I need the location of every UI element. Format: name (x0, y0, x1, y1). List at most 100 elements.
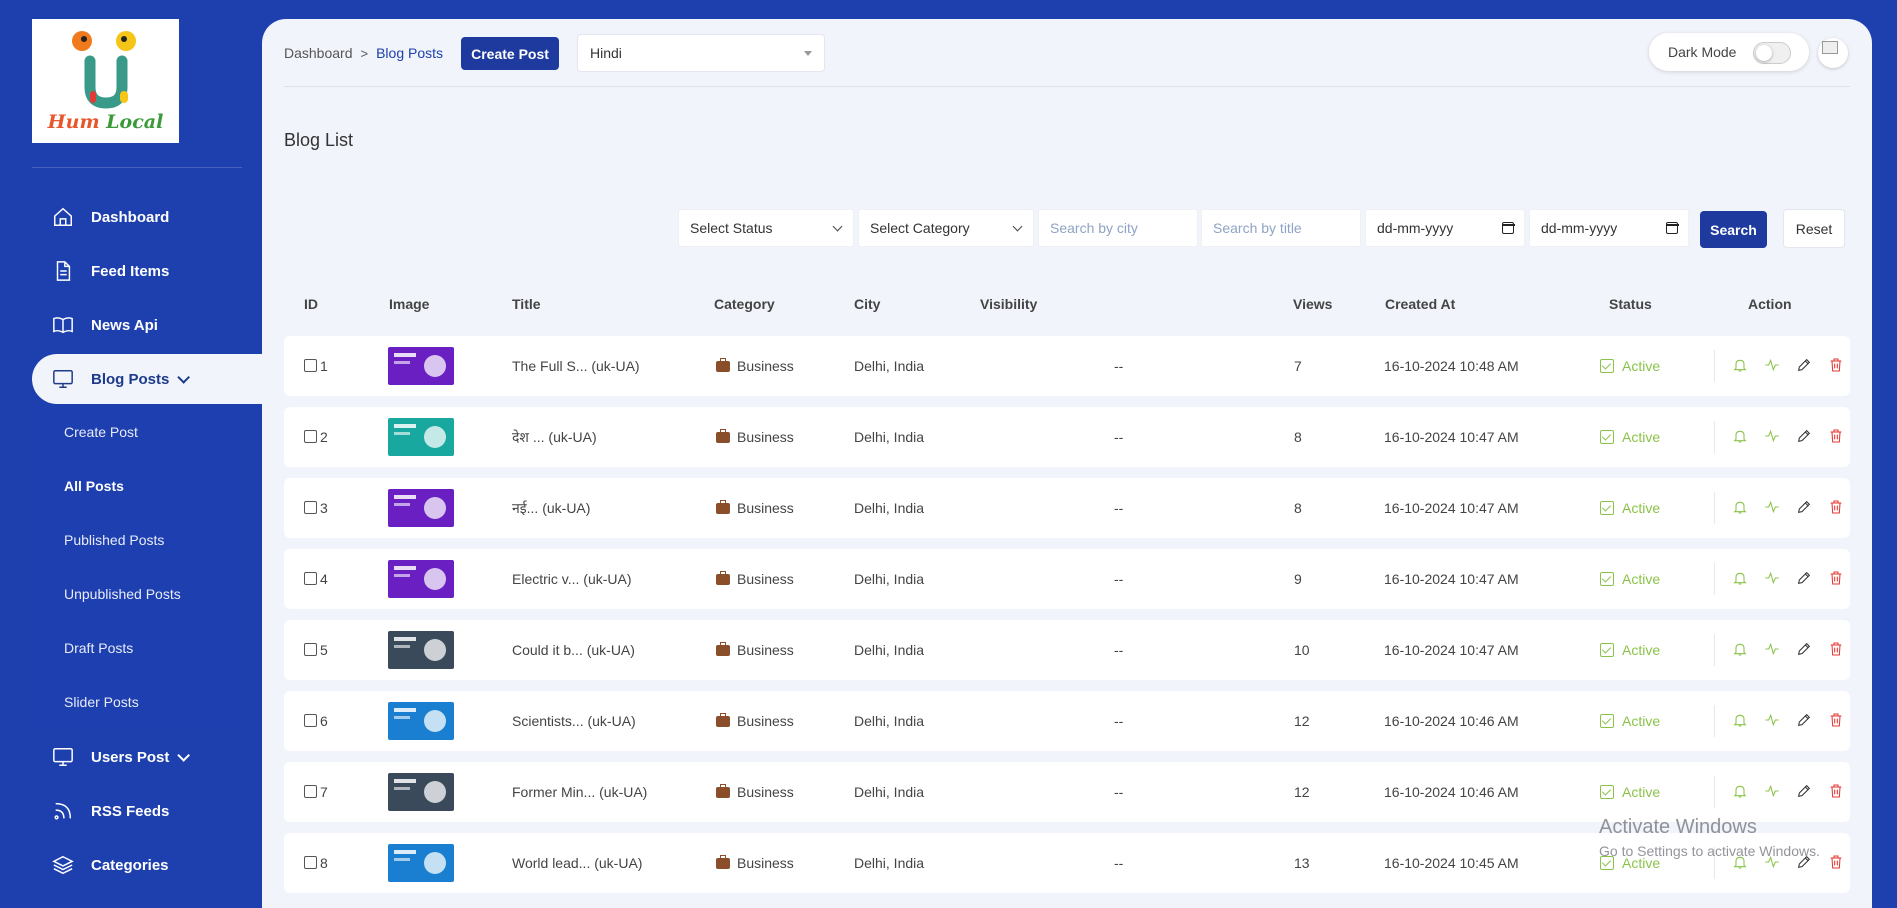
action-divider (1714, 563, 1715, 595)
calendar-icon[interactable] (1501, 222, 1515, 234)
column-header-title: Title (512, 296, 541, 312)
toggle-knob (1756, 45, 1772, 61)
check-square-icon (1600, 359, 1614, 373)
status-select[interactable]: Select Status (678, 209, 854, 247)
sidebar-item-label: Users Post (91, 748, 170, 766)
city-search-placeholder: Search by city (1050, 220, 1138, 236)
bell-icon[interactable] (1732, 712, 1750, 730)
city-search-input[interactable]: Search by city (1038, 209, 1198, 247)
activity-icon[interactable] (1764, 641, 1782, 659)
bell-icon[interactable] (1732, 357, 1750, 375)
post-city: Delhi, India (854, 713, 925, 729)
sidebar-item-news-api[interactable]: News Api (32, 300, 262, 350)
trash-icon[interactable] (1828, 428, 1846, 446)
edit-icon[interactable] (1796, 428, 1814, 446)
action-divider (1714, 705, 1715, 737)
bell-icon[interactable] (1732, 783, 1750, 801)
row-checkbox[interactable] (304, 855, 317, 869)
edit-icon[interactable] (1796, 499, 1814, 517)
post-city: Delhi, India (854, 358, 925, 374)
bell-icon[interactable] (1732, 499, 1750, 517)
submenu-published-posts[interactable]: Published Posts (64, 532, 165, 548)
breadcrumb-dashboard[interactable]: Dashboard (284, 45, 353, 61)
post-visibility: -- (1114, 713, 1124, 729)
status-badge[interactable]: Active (1600, 620, 1660, 680)
edit-icon[interactable] (1796, 783, 1814, 801)
status-badge[interactable]: Active (1600, 549, 1660, 609)
bell-icon[interactable] (1732, 428, 1750, 446)
row-checkbox[interactable] (304, 784, 317, 798)
trash-icon[interactable] (1828, 499, 1846, 517)
category-select[interactable]: Select Category (858, 209, 1034, 247)
post-visibility: -- (1114, 571, 1124, 587)
activity-icon[interactable] (1764, 854, 1782, 872)
monitor-icon (51, 745, 75, 769)
post-title: देश ... (uk-UA) (512, 428, 597, 445)
sidebar-item-categories[interactable]: Categories (32, 840, 262, 890)
status-badge[interactable]: Active (1600, 478, 1660, 538)
status-label: Active (1622, 571, 1661, 587)
status-badge[interactable]: Active (1600, 691, 1660, 751)
trash-icon[interactable] (1828, 570, 1846, 588)
chevron-down-icon (1012, 221, 1023, 232)
post-title: नई... (uk-UA) (512, 499, 591, 516)
date-from-input[interactable]: dd-mm-yyyy (1365, 209, 1525, 247)
search-button[interactable]: Search (1700, 211, 1767, 248)
row-checkbox[interactable] (304, 713, 317, 727)
activity-icon[interactable] (1764, 499, 1782, 517)
submenu-unpublished-posts[interactable]: Unpublished Posts (64, 586, 181, 602)
status-badge[interactable]: Active (1600, 407, 1660, 467)
calendar-icon[interactable] (1665, 222, 1679, 234)
submenu-slider-posts[interactable]: Slider Posts (64, 694, 139, 710)
bell-icon[interactable] (1732, 570, 1750, 588)
avatar[interactable] (1818, 38, 1848, 68)
sidebar-item-feed-items[interactable]: Feed Items (32, 246, 262, 296)
activity-icon[interactable] (1764, 712, 1782, 730)
table-row: 3 नई... (uk-UA) Business Delhi, India -- 8 16-… (284, 478, 1850, 538)
post-category-cell: Business (716, 833, 794, 893)
row-id: 1 (320, 358, 328, 374)
trash-icon[interactable] (1828, 854, 1846, 872)
breadcrumb-current[interactable]: Blog Posts (376, 45, 444, 61)
edit-icon[interactable] (1796, 712, 1814, 730)
edit-icon[interactable] (1796, 854, 1814, 872)
sidebar-item-users-post[interactable]: Users Post (32, 732, 262, 782)
activity-icon[interactable] (1764, 783, 1782, 801)
activity-icon[interactable] (1764, 357, 1782, 375)
status-label: Active (1622, 784, 1661, 800)
status-badge[interactable]: Active (1600, 336, 1660, 396)
reset-button[interactable]: Reset (1783, 209, 1845, 248)
row-id-cell: 5 (304, 620, 328, 680)
edit-icon[interactable] (1796, 357, 1814, 375)
status-badge[interactable]: Active (1600, 762, 1660, 822)
trash-icon[interactable] (1828, 357, 1846, 375)
title-search-input[interactable]: Search by title (1201, 209, 1361, 247)
trash-icon[interactable] (1828, 641, 1846, 659)
dark-mode-toggle[interactable] (1753, 42, 1791, 64)
row-checkbox[interactable] (304, 358, 317, 372)
submenu-draft-posts[interactable]: Draft Posts (64, 640, 134, 656)
submenu-create-post[interactable]: Create Post (64, 424, 138, 440)
edit-icon[interactable] (1796, 570, 1814, 588)
logo[interactable]: Hum Local (32, 19, 179, 143)
bell-icon[interactable] (1732, 854, 1750, 872)
submenu-all-posts[interactable]: All Posts (64, 478, 124, 494)
row-checkbox[interactable] (304, 429, 317, 443)
sidebar-item-blog-posts[interactable]: Blog Posts (32, 354, 262, 404)
trash-icon[interactable] (1828, 783, 1846, 801)
date-to-input[interactable]: dd-mm-yyyy (1529, 209, 1689, 247)
row-checkbox[interactable] (304, 571, 317, 585)
language-select[interactable]: Hindi (577, 34, 825, 72)
activity-icon[interactable] (1764, 428, 1782, 446)
edit-icon[interactable] (1796, 641, 1814, 659)
status-badge[interactable]: Active (1600, 833, 1660, 893)
sidebar-item-rss-feeds[interactable]: RSS Feeds (32, 786, 262, 836)
trash-icon[interactable] (1828, 712, 1846, 730)
create-post-button[interactable]: Create Post (461, 37, 559, 70)
row-checkbox[interactable] (304, 642, 317, 656)
bell-icon[interactable] (1732, 641, 1750, 659)
post-views: 10 (1294, 642, 1310, 658)
sidebar-item-dashboard[interactable]: Dashboard (32, 192, 262, 242)
activity-icon[interactable] (1764, 570, 1782, 588)
row-checkbox[interactable] (304, 500, 317, 514)
